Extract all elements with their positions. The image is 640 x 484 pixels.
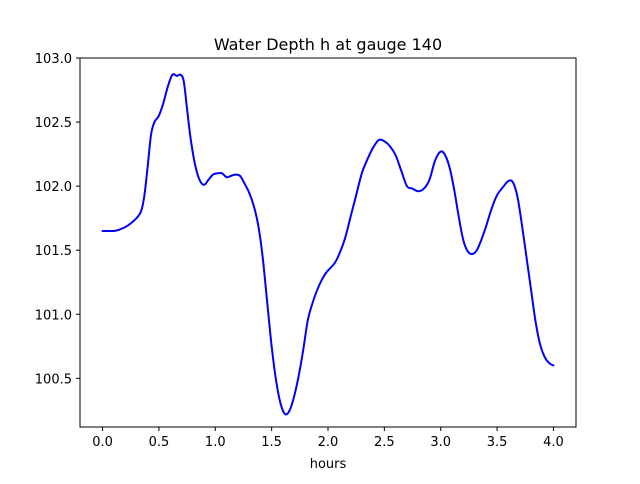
x-tick-label: 3.0	[430, 435, 451, 450]
x-axis-ticks: 0.0 0.5 1.0 1.5 2.0 2.5 3.0 3.5 4.0	[92, 427, 564, 450]
x-tick-label: 3.5	[487, 435, 508, 450]
series-line	[101, 73, 555, 416]
y-tick-label: 100.5	[35, 372, 72, 387]
y-tick-label: 101.5	[35, 244, 72, 259]
plot-area-frame	[79, 57, 577, 428]
x-axis-label: hours	[310, 457, 347, 472]
y-tick-label: 103.0	[35, 52, 72, 67]
x-tick-label: 2.0	[318, 435, 339, 450]
x-tick-label: 4.0	[543, 435, 564, 450]
x-tick-label: 2.5	[374, 435, 395, 450]
y-tick-label: 102.0	[35, 180, 72, 195]
y-axis-ticks: 100.5 101.0 101.5 102.0 102.5 103.0	[35, 52, 80, 387]
x-tick-label: 1.5	[261, 435, 282, 450]
x-tick-label: 0.0	[92, 435, 113, 450]
chart-title: Water Depth h at gauge 140	[214, 35, 442, 54]
y-tick-label: 101.0	[35, 308, 72, 323]
x-tick-label: 0.5	[149, 435, 170, 450]
y-tick-label: 102.5	[35, 116, 72, 131]
x-tick-label: 1.0	[205, 435, 226, 450]
